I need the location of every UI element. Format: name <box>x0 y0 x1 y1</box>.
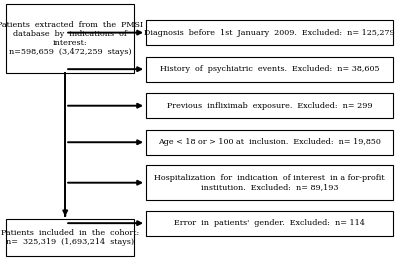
Text: Error  in  patients'  gender.  Excluded:  n= 114: Error in patients' gender. Excluded: n= … <box>174 219 365 227</box>
Bar <box>146 57 393 81</box>
Text: Patients  included  in  the  cohort:
n=  325,319  (1,693,214  stays): Patients included in the cohort: n= 325,… <box>1 229 139 246</box>
Text: Diagnosis  before  1st  January  2009.  Excluded:  n= 125,279: Diagnosis before 1st January 2009. Exclu… <box>144 29 395 37</box>
Bar <box>6 219 134 256</box>
Text: History  of  psychiatric  events.  Excluded:  n= 38,605: History of psychiatric events. Excluded:… <box>160 65 379 73</box>
Text: Patients  extracted  from  the  PMSI
database  by  indications  of
interest:
n=5: Patients extracted from the PMSI databas… <box>0 21 143 56</box>
Bar <box>146 211 393 235</box>
Bar <box>146 165 393 200</box>
Text: Hospitalization  for  indication  of interest  in a for-profit
institution.  Exc: Hospitalization for indication of intere… <box>154 174 385 191</box>
Text: Previous  infliximab  exposure.  Excluded:  n= 299: Previous infliximab exposure. Excluded: … <box>167 102 372 110</box>
Bar <box>6 4 134 73</box>
Bar <box>146 93 393 118</box>
Bar <box>146 20 393 45</box>
Bar <box>146 130 393 155</box>
Text: Age < 18 or > 100 at  inclusion.  Excluded:  n= 19,850: Age < 18 or > 100 at inclusion. Excluded… <box>158 138 381 146</box>
